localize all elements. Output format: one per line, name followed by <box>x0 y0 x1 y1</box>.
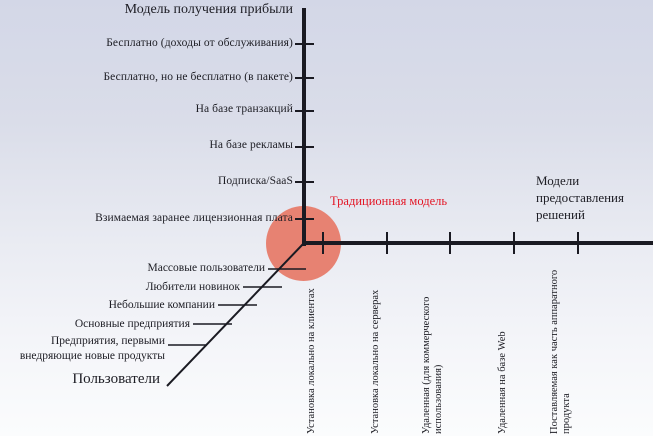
x-axis-tick <box>577 232 579 254</box>
horizontal-axis-line <box>302 241 653 245</box>
users-label-small-companies: Небольшие компании <box>108 299 215 311</box>
users-label-innovator-enterprises: Предприятия, первыми внедряющие новые пр… <box>19 335 165 362</box>
y-axis-tick <box>295 218 314 220</box>
y-axis-label-free-service: Бесплатно (доходы от обслуживания) <box>106 37 293 49</box>
users-label-core-enterprises: Основные предприятия <box>74 318 190 330</box>
x-axis-label-client-local: Установка локально на клиентах <box>306 288 317 434</box>
y-axis-tick <box>295 77 314 79</box>
x-axis-title-line1: Модели <box>536 173 580 188</box>
traditional-model-annotation: Традиционная модель <box>330 194 448 208</box>
y-axis-tick <box>295 110 314 112</box>
vertical-axis-line <box>302 8 306 246</box>
diagonal-axis-title: Пользователи <box>72 371 160 387</box>
x-axis-title-line3: решений <box>536 207 585 222</box>
y-axis-tick <box>295 181 314 183</box>
x-axis-label-server-local: Установка локально на серверах <box>370 289 381 434</box>
y-axis-label-upfront-license: Взимаемая заранее лицензионная плата <box>95 212 293 224</box>
x-axis-tick <box>386 232 388 254</box>
x-axis-title-line2: предоставления <box>536 190 624 205</box>
users-label-early-adopters: Любители новинок <box>145 281 240 293</box>
x-axis-tick <box>513 232 515 254</box>
users-label-mass-users: Массовые пользователи <box>147 262 266 274</box>
x-axis-title: Модели предоставления решений <box>536 172 624 223</box>
y-axis-label-subscription-saas: Подписка/SaaS <box>218 175 293 187</box>
x-axis-tick <box>449 232 451 254</box>
x-axis-label-hardware-bundled: Поставляемая как часть аппаратного проду… <box>549 269 572 434</box>
x-axis-label-remote-commercial: Удаленная (для коммерческого использован… <box>421 296 444 434</box>
y-axis-tick <box>295 43 314 45</box>
y-axis-tick <box>295 146 314 148</box>
y-axis-title: Модель получения прибыли <box>124 2 293 17</box>
x-axis-label-remote-web: Удаленная на базе Web <box>497 331 508 434</box>
y-axis-label-ad-based: На базе рекламы <box>209 139 293 151</box>
x-axis-tick <box>322 232 324 254</box>
y-axis-label-free-bundled: Бесплатно, но не бесплатно (в пакете) <box>103 71 293 83</box>
y-axis-label-transaction-based: На базе транзакций <box>195 103 293 115</box>
